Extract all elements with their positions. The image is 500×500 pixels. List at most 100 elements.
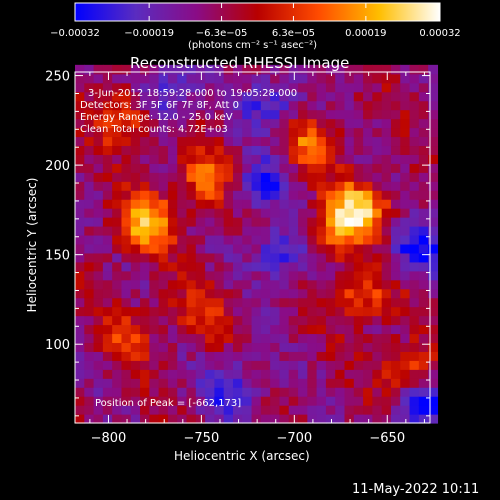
heatmap-cell [121, 181, 132, 191]
heatmap-cell [344, 73, 355, 84]
heatmap-cell [232, 387, 243, 397]
heatmap-cell [214, 190, 225, 200]
heatmap-cell [75, 315, 85, 326]
heatmap-cell [205, 297, 215, 308]
heatmap-cell [428, 315, 439, 326]
heatmap-cell [75, 163, 85, 173]
heatmap-cell [75, 252, 85, 263]
heatmap-cell [279, 315, 290, 326]
heatmap-cell [279, 306, 290, 317]
heatmap-cell [195, 226, 206, 236]
heatmap-cell [195, 217, 206, 227]
heatmap-cell [381, 414, 392, 424]
heatmap-cell [353, 261, 364, 272]
heatmap-cell [363, 73, 373, 84]
heatmap-cell [93, 297, 104, 308]
heatmap-cell [177, 279, 188, 290]
heatmap-cell [353, 73, 364, 84]
heatmap-cell [390, 82, 401, 93]
heatmap-cell [428, 396, 439, 406]
heatmap-cell [84, 315, 95, 326]
heatmap-cell [149, 208, 160, 218]
heatmap-cell [325, 118, 336, 129]
heatmap-cell [84, 100, 95, 111]
heatmap-cell [93, 217, 104, 227]
heatmap-cell [418, 288, 429, 299]
heatmap-cell [363, 199, 373, 209]
heatmap-cell [428, 199, 439, 209]
heatmap-cell [167, 190, 178, 200]
heatmap-cell [232, 145, 243, 155]
heatmap-cell [177, 360, 188, 370]
heatmap-cell [363, 145, 373, 155]
heatmap-cell [186, 172, 197, 182]
heatmap-cell [335, 91, 346, 102]
heatmap-cell [242, 136, 253, 147]
heatmap-cell [270, 333, 281, 344]
heatmap-cell [363, 315, 373, 326]
heatmap-cell [279, 414, 290, 424]
heatmap-cell [409, 288, 420, 299]
heatmap-cell [381, 378, 392, 388]
heatmap-cell [186, 369, 197, 379]
heatmap-cell [158, 234, 169, 245]
heatmap-cell [102, 297, 113, 308]
heatmap-cell [381, 351, 392, 361]
heatmap-cell [298, 360, 308, 370]
heatmap-cell [186, 396, 197, 406]
heatmap-cell [335, 396, 346, 406]
heatmap-cell [112, 342, 123, 352]
heatmap-cell [363, 306, 373, 317]
heatmap-cell [112, 127, 123, 138]
heatmap-cell [102, 109, 113, 120]
heatmap-cell [149, 127, 160, 138]
heatmap-cell [298, 217, 308, 227]
heatmap-cell [270, 136, 281, 147]
heatmap-cell [223, 279, 234, 290]
heatmap-cell [186, 360, 197, 370]
heatmap-cell [205, 243, 215, 254]
heatmap-cell [223, 333, 234, 344]
heatmap-cell [390, 369, 401, 379]
heatmap-cell [390, 181, 401, 191]
heatmap-cell [242, 199, 253, 209]
heatmap-cell [84, 333, 95, 344]
heatmap-cell [177, 342, 188, 352]
heatmap-cell [195, 369, 206, 379]
heatmap-cell [372, 360, 383, 370]
heatmap-cell [251, 190, 262, 200]
heatmap-cell [353, 226, 364, 236]
heatmap-cell [372, 226, 383, 236]
heatmap-cell [390, 378, 401, 388]
heatmap-cell [325, 64, 336, 75]
heatmap-cell [372, 127, 383, 138]
heatmap-cell [84, 118, 95, 129]
heatmap-cell [353, 324, 364, 335]
heatmap-cell [390, 387, 401, 397]
heatmap-cell [279, 145, 290, 155]
heatmap-cell [195, 208, 206, 218]
heatmap-cell [400, 252, 411, 263]
heatmap-cell [390, 100, 401, 111]
heatmap-cell [251, 315, 262, 326]
heatmap-cell [260, 208, 271, 218]
heatmap-cell [195, 405, 206, 415]
heatmap-cell [325, 109, 336, 120]
heatmap-cell [335, 270, 346, 281]
heatmap-cell [251, 378, 262, 388]
heatmap-cell [75, 145, 85, 155]
heatmap-cell [400, 109, 411, 120]
heatmap-cell [140, 351, 150, 361]
heatmap-cell [121, 387, 132, 397]
heatmap-cell [167, 369, 178, 379]
heatmap-cell [84, 181, 95, 191]
heatmap-cell [84, 387, 95, 397]
heatmap-cell [130, 306, 141, 317]
heatmap-cell [112, 109, 123, 120]
heatmap-cell [140, 279, 150, 290]
heatmap-cell [335, 333, 346, 344]
heatmap-cell [335, 351, 346, 361]
heatmap-cell [400, 396, 411, 406]
heatmap-cell [223, 351, 234, 361]
